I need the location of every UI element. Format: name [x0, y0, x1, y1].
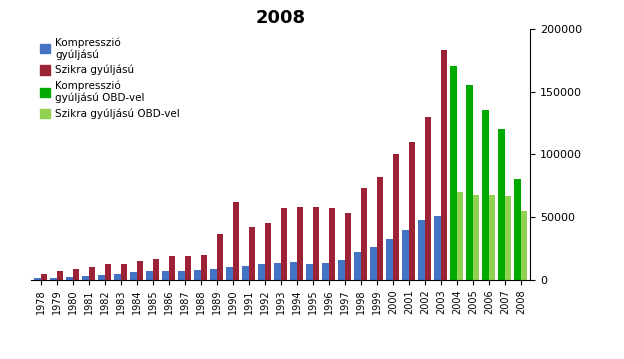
- Bar: [73, 269, 79, 280]
- Bar: [185, 256, 191, 280]
- Bar: [323, 263, 329, 280]
- Bar: [392, 154, 399, 280]
- Bar: [345, 213, 351, 280]
- Bar: [466, 85, 473, 280]
- Bar: [457, 192, 463, 280]
- Bar: [371, 247, 377, 280]
- Title: 2008: 2008: [256, 9, 306, 27]
- Bar: [201, 255, 207, 280]
- Bar: [34, 278, 41, 280]
- Bar: [425, 117, 431, 280]
- Bar: [354, 252, 361, 280]
- Bar: [121, 264, 127, 280]
- Bar: [338, 260, 345, 280]
- Bar: [130, 272, 137, 280]
- Bar: [409, 142, 415, 280]
- Bar: [473, 195, 479, 280]
- Bar: [195, 270, 201, 280]
- Bar: [217, 234, 223, 280]
- Bar: [82, 276, 89, 280]
- Legend: Kompresszió
gyúljású, Szikra gyúljású, Kompresszió
gyúljású OBD-vel, Szikra gyúl: Kompresszió gyúljású, Szikra gyúljású, K…: [36, 34, 183, 122]
- Bar: [99, 275, 105, 280]
- Bar: [51, 278, 57, 280]
- Bar: [514, 180, 521, 280]
- Bar: [306, 264, 313, 280]
- Bar: [227, 267, 233, 280]
- Bar: [89, 267, 95, 280]
- Bar: [41, 274, 47, 280]
- Bar: [489, 195, 495, 280]
- Bar: [169, 256, 175, 280]
- Bar: [482, 111, 489, 280]
- Bar: [233, 202, 239, 280]
- Bar: [178, 271, 185, 280]
- Bar: [242, 266, 249, 280]
- Bar: [329, 208, 335, 280]
- Bar: [434, 216, 441, 280]
- Bar: [57, 271, 63, 280]
- Bar: [249, 227, 255, 280]
- Bar: [66, 277, 73, 280]
- Bar: [114, 274, 121, 280]
- Bar: [147, 271, 153, 280]
- Bar: [441, 50, 447, 280]
- Bar: [162, 271, 169, 280]
- Bar: [210, 269, 217, 280]
- Bar: [290, 262, 297, 280]
- Bar: [386, 238, 392, 280]
- Bar: [105, 264, 111, 280]
- Bar: [258, 264, 265, 280]
- Bar: [377, 177, 383, 280]
- Bar: [297, 207, 303, 280]
- Bar: [451, 66, 457, 280]
- Bar: [137, 261, 143, 280]
- Bar: [281, 208, 287, 280]
- Bar: [275, 263, 281, 280]
- Bar: [402, 230, 409, 280]
- Bar: [361, 188, 367, 280]
- Bar: [313, 207, 319, 280]
- Bar: [505, 196, 511, 280]
- Bar: [521, 211, 527, 280]
- Bar: [265, 223, 271, 280]
- Bar: [153, 258, 159, 280]
- Bar: [499, 129, 505, 280]
- Bar: [419, 220, 425, 280]
